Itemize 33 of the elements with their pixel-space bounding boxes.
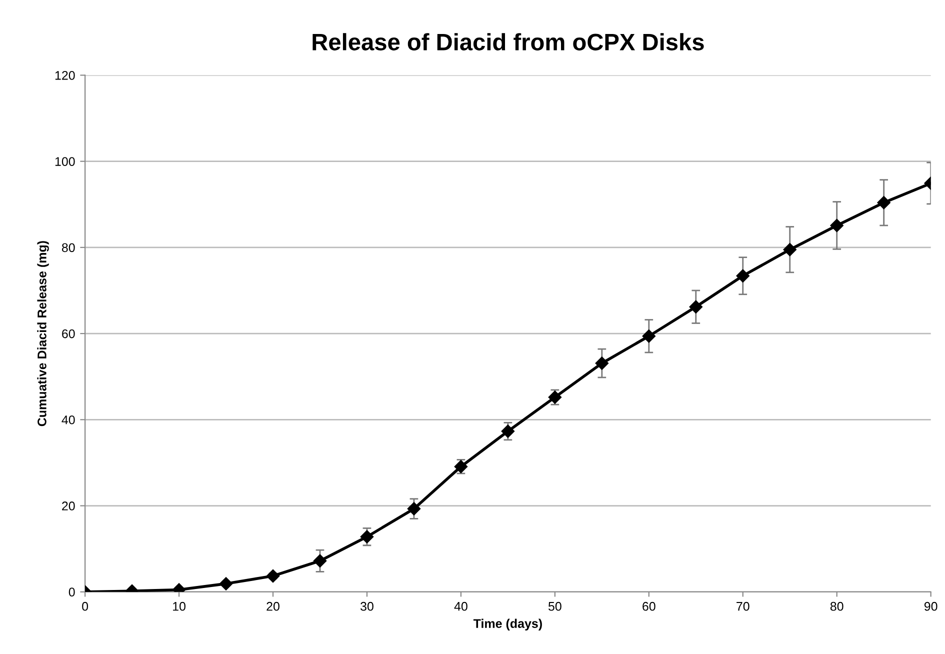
y-tick-label: 40	[62, 415, 75, 424]
point	[501, 424, 515, 438]
x-tick-label: 0	[82, 602, 88, 611]
point	[266, 569, 280, 583]
x-tick-label: 50	[548, 602, 562, 611]
y-axis-title: Cumuative Diacid Release (mg)	[37, 241, 49, 426]
x-tick-label: 80	[830, 602, 844, 611]
x-tick-label: 20	[266, 602, 280, 611]
x-tick-label: 30	[360, 602, 374, 611]
point	[783, 242, 796, 256]
point	[360, 530, 374, 544]
point	[736, 269, 750, 282]
y-tick-label: 20	[62, 502, 75, 510]
x-tick-label: 60	[642, 602, 656, 611]
y-tick-label: 0	[68, 588, 75, 597]
chart-title: Release of Diacid from oCPX Disks	[312, 33, 704, 50]
x-tick-label: 40	[454, 602, 468, 611]
y-tick-label: 100	[55, 157, 75, 166]
point	[877, 196, 890, 210]
point	[407, 502, 421, 516]
x-tick-label: 90	[924, 602, 938, 611]
point	[219, 577, 233, 590]
y-tick-label: 80	[62, 243, 75, 252]
x-tick-label: 10	[173, 602, 186, 611]
y-tick-label: 120	[55, 71, 75, 80]
point	[595, 356, 608, 370]
x-tick-label: 70	[736, 602, 750, 611]
point	[830, 218, 844, 232]
point	[313, 554, 327, 568]
y-tick-label: 60	[62, 329, 75, 338]
point	[642, 330, 656, 343]
x-axis-title: Time (days)	[473, 618, 542, 630]
point	[689, 300, 702, 314]
